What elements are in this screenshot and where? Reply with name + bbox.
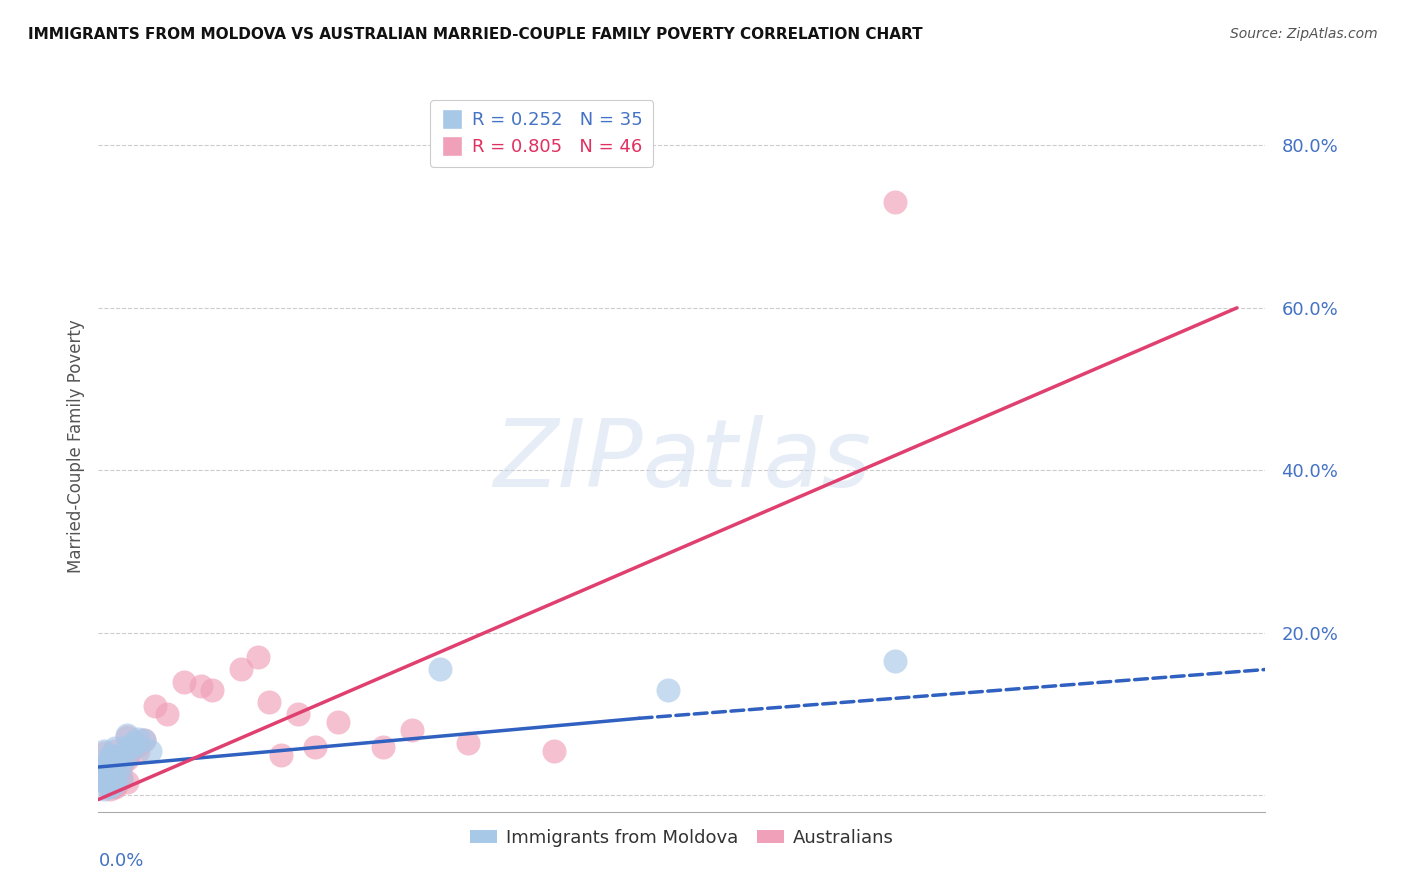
- Point: [104, 744, 127, 758]
- Point: [98, 764, 121, 778]
- Point: [93, 763, 115, 777]
- Point: [98, 755, 121, 769]
- Point: [104, 780, 127, 795]
- Point: [93, 765, 115, 780]
- Point: [98, 767, 121, 781]
- Point: [93, 760, 115, 774]
- Point: [93, 773, 115, 788]
- Point: [98, 779, 121, 793]
- Point: [98, 763, 121, 777]
- Point: [138, 744, 160, 758]
- Point: [110, 747, 132, 762]
- Point: [127, 731, 149, 746]
- Text: ZIPatlas: ZIPatlas: [494, 415, 870, 506]
- Point: [115, 730, 138, 744]
- Point: [884, 654, 907, 668]
- Point: [121, 741, 143, 756]
- Point: [98, 752, 121, 766]
- Point: [104, 768, 127, 782]
- Point: [93, 765, 115, 780]
- Legend: Immigrants from Moldova, Australians: Immigrants from Moldova, Australians: [463, 822, 901, 854]
- Point: [156, 707, 179, 722]
- Point: [104, 756, 127, 770]
- Point: [104, 757, 127, 772]
- Point: [127, 738, 149, 752]
- Point: [98, 752, 121, 766]
- Point: [98, 781, 121, 796]
- Point: [93, 764, 115, 778]
- Point: [110, 747, 132, 762]
- Point: [110, 757, 132, 772]
- Y-axis label: Married-Couple Family Poverty: Married-Couple Family Poverty: [66, 319, 84, 573]
- Point: [201, 682, 224, 697]
- Point: [93, 744, 115, 758]
- Point: [657, 682, 679, 697]
- Point: [93, 772, 115, 787]
- Point: [371, 739, 394, 754]
- Point: [110, 760, 132, 774]
- Point: [93, 771, 115, 785]
- Point: [401, 723, 423, 738]
- Point: [104, 773, 127, 788]
- Point: [93, 772, 115, 787]
- Point: [98, 771, 121, 785]
- Point: [110, 772, 132, 787]
- Point: [326, 715, 349, 730]
- Point: [115, 752, 138, 766]
- Point: [93, 773, 115, 788]
- Point: [246, 650, 269, 665]
- Point: [110, 749, 132, 764]
- Point: [229, 663, 252, 677]
- Point: [93, 746, 115, 760]
- Point: [104, 776, 127, 790]
- Point: [270, 747, 292, 762]
- Text: 0.0%: 0.0%: [98, 852, 143, 870]
- Point: [98, 749, 121, 764]
- Point: [110, 749, 132, 764]
- Point: [121, 736, 143, 750]
- Point: [457, 736, 479, 750]
- Text: IMMIGRANTS FROM MOLDOVA VS AUSTRALIAN MARRIED-COUPLE FAMILY POVERTY CORRELATION : IMMIGRANTS FROM MOLDOVA VS AUSTRALIAN MA…: [28, 27, 922, 42]
- Point: [115, 775, 138, 789]
- Point: [132, 733, 155, 747]
- Point: [115, 727, 138, 741]
- Point: [173, 674, 195, 689]
- Point: [110, 771, 132, 785]
- Point: [543, 744, 565, 758]
- Point: [884, 195, 907, 210]
- Point: [304, 739, 326, 754]
- Point: [93, 760, 115, 774]
- Point: [104, 741, 127, 756]
- Point: [104, 755, 127, 769]
- Point: [98, 780, 121, 795]
- Point: [257, 695, 280, 709]
- Point: [104, 756, 127, 770]
- Point: [143, 699, 166, 714]
- Point: [98, 768, 121, 782]
- Point: [429, 663, 451, 677]
- Point: [121, 739, 143, 754]
- Point: [115, 739, 138, 754]
- Point: [121, 741, 143, 756]
- Point: [127, 744, 149, 758]
- Point: [190, 679, 212, 693]
- Point: [104, 779, 127, 793]
- Text: Source: ZipAtlas.com: Source: ZipAtlas.com: [1230, 27, 1378, 41]
- Point: [93, 781, 115, 796]
- Point: [132, 733, 155, 747]
- Point: [287, 707, 309, 722]
- Point: [115, 749, 138, 764]
